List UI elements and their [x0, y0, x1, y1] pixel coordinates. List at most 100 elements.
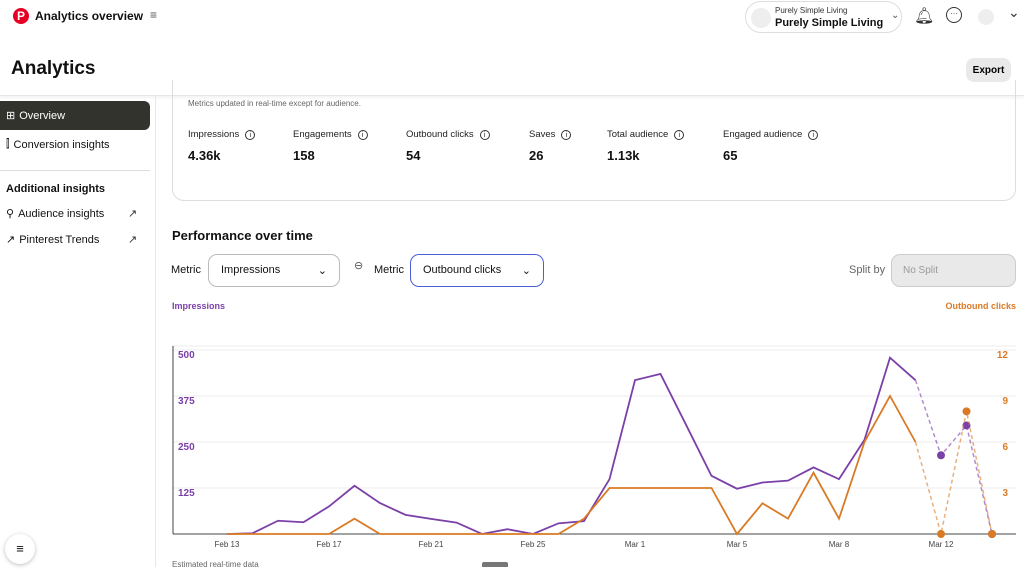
x-tick-label: Feb 25	[521, 540, 546, 549]
x-tick-label: Mar 5	[727, 540, 748, 549]
info-icon[interactable]: i	[357, 129, 368, 140]
x-tick-label: Mar 1	[625, 540, 646, 549]
left-tick-label: 250	[178, 442, 195, 453]
sidebar-item-label: Audience insights	[18, 207, 105, 220]
right-tick-label: 3	[1002, 488, 1008, 499]
right-tick-label: 9	[1002, 396, 1008, 407]
split-by-select[interactable]: No Split	[891, 254, 1016, 287]
left-tick-label: 375	[178, 396, 195, 407]
conversion-icon: ⫿	[6, 138, 10, 150]
metrics-note: Metrics updated in real-time except for …	[188, 99, 361, 108]
series-line	[226, 356, 917, 535]
metric-label: Engaged audience	[723, 129, 803, 140]
x-tick-label: Feb 13	[215, 540, 240, 549]
metric-value: 26	[529, 148, 544, 163]
metric-value: 4.36k	[188, 148, 221, 163]
left-axis-label: Impressions	[172, 301, 226, 311]
metric-value: 54	[406, 148, 421, 163]
x-tick-label: Mar 12	[929, 540, 954, 549]
info-icon[interactable]: i	[479, 129, 490, 140]
top-bar: P Analytics overview ≡ Purely Simple Liv…	[0, 0, 1024, 36]
series-estimated-line	[914, 411, 993, 535]
overview-card: Metrics updated in real-time except for …	[172, 80, 1016, 201]
metric-saves: Saves i 26	[529, 129, 572, 163]
left-tick-label: 500	[178, 350, 195, 361]
export-button[interactable]: Export	[966, 58, 1011, 82]
metric2-select[interactable]: Outbound clicks ⌄	[410, 254, 544, 287]
info-icon[interactable]: i	[561, 129, 572, 140]
data-point	[988, 530, 996, 538]
sidebar-item-overview[interactable]: ⊞ Overview	[0, 101, 150, 130]
account-switcher[interactable]: Purely Simple Living Purely Simple Livin…	[745, 1, 902, 33]
metric-label: Total audience	[607, 129, 669, 140]
divider	[0, 170, 150, 171]
metric-label: Metric	[374, 264, 404, 276]
estimated-data-legend: Estimated real-time data	[172, 560, 259, 569]
chevron-down-icon: ⌄	[521, 265, 531, 277]
page-title: Analytics	[11, 58, 96, 79]
person-icon: ⚲	[6, 208, 15, 220]
select-value: Outbound clicks	[423, 264, 502, 276]
x-tick-label: Mar 8	[829, 540, 850, 549]
remove-metric-icon[interactable]: ⊖	[354, 260, 364, 272]
sidebar-item-label: Overview	[19, 109, 66, 122]
metric-label: Engagements	[293, 129, 352, 140]
account-avatar	[751, 8, 771, 28]
sidebar-item-audience-insights[interactable]: ⚲ Audience insights	[0, 199, 150, 228]
select-value: Impressions	[221, 264, 281, 276]
account-subtitle: Purely Simple Living	[775, 6, 848, 15]
metric-label: Outbound clicks	[406, 129, 474, 140]
section-title: Performance over time	[172, 228, 313, 243]
metric-value: 1.13k	[607, 148, 640, 163]
metric1-select[interactable]: Impressions ⌄	[208, 254, 340, 287]
series-estimated-line	[914, 379, 993, 535]
x-tick-label: Feb 21	[419, 540, 444, 549]
data-point	[937, 530, 945, 538]
data-point	[962, 407, 971, 416]
metric-outbound-clicks: Outbound clicks i 54	[406, 129, 490, 163]
external-link-icon[interactable]: ↗	[128, 208, 138, 220]
pinterest-logo[interactable]: P	[13, 8, 29, 24]
trend-icon: ↗	[6, 234, 16, 246]
section-heading: Additional insights	[6, 183, 105, 195]
page-header: Analytics Export	[0, 36, 1024, 96]
info-icon[interactable]: i	[674, 129, 685, 140]
series-line	[227, 394, 917, 536]
sidebar-item-label: Pinterest Trends	[19, 233, 100, 246]
message-icon[interactable]: ···	[946, 7, 962, 23]
info-icon[interactable]: i	[245, 129, 256, 140]
menu-icon[interactable]: ≡	[150, 8, 158, 22]
grid-icon: ⊞	[6, 110, 16, 122]
sidebar-item-pinterest-trends[interactable]: ↗ Pinterest Trends	[0, 225, 150, 254]
metric-total-audience: Total audience i 1.13k	[607, 129, 685, 163]
metric-label: Saves	[529, 129, 556, 140]
split-by-label: Split by	[849, 264, 886, 276]
chevron-down-icon: ⌄	[891, 10, 900, 21]
metric-engaged-audience: Engaged audience i 65	[723, 129, 819, 163]
sidebar-item-label: Conversion insights	[13, 138, 110, 151]
bell-icon[interactable]: 🔔︎	[914, 8, 935, 25]
avatar[interactable]	[978, 9, 994, 25]
metric-label: Impressions	[188, 129, 240, 140]
chevron-down-icon[interactable]: ⌄	[1008, 4, 1020, 20]
account-name: Purely Simple Living	[775, 17, 884, 29]
chevron-down-icon: ⌄	[317, 265, 327, 277]
left-tick-label: 125	[178, 488, 195, 499]
x-tick-label: Feb 17	[317, 540, 342, 549]
metric-label: Metric	[171, 264, 201, 276]
metric-engagements: Engagements i 158	[293, 129, 368, 163]
right-axis-label: Outbound clicks	[945, 301, 1016, 311]
metric-value: 65	[723, 148, 738, 163]
right-tick-label: 6	[1002, 442, 1008, 453]
info-icon[interactable]: i	[808, 129, 819, 140]
sidebar-item-conversion-insights[interactable]: ⫿ Conversion insights	[0, 130, 150, 159]
sidebar: ⊞ Overview ⫿ Conversion insights Additiona…	[0, 96, 156, 567]
menu-button[interactable]: ≡	[5, 534, 35, 564]
scroll-handle	[482, 562, 508, 567]
app-title: Analytics overview	[35, 9, 144, 23]
right-tick-label: 12	[997, 350, 1009, 361]
metric-impressions: Impressions i 4.36k	[188, 129, 256, 163]
metric-value: 158	[293, 148, 315, 163]
external-link-icon[interactable]: ↗	[128, 234, 138, 246]
